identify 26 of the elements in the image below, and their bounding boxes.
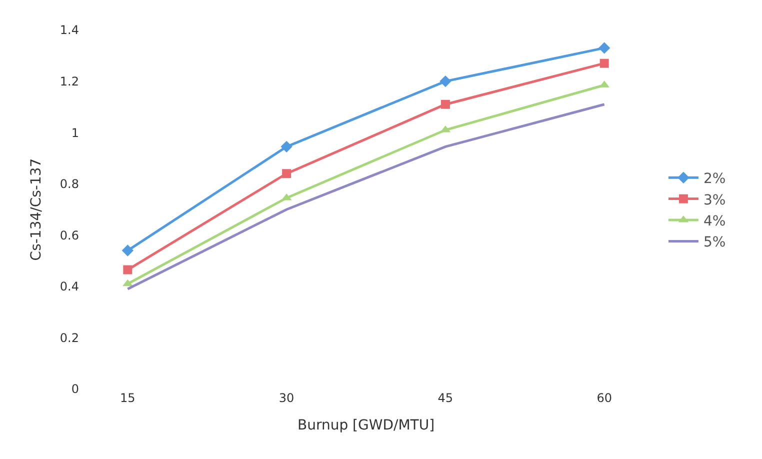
point (122, 244, 134, 256)
x-axis-title: Burnup [GWD/MTU] (297, 417, 435, 434)
legend-label: 2% (703, 171, 726, 188)
y-tick-label: 0.2 (60, 330, 79, 345)
y-tick-label: 0.6 (60, 228, 79, 242)
y-tick-label: 1.2 (60, 74, 79, 88)
point (282, 169, 292, 178)
y-tick-label: 1 (71, 126, 79, 140)
y-tick-label: 0 (71, 382, 79, 396)
x-tick-label: 30 (278, 391, 294, 405)
x-tick-label: 45 (438, 391, 454, 405)
legend-label: 3% (703, 192, 726, 208)
legend-label: 4% (703, 213, 726, 230)
y-axis-title: Cs-134/Cs-137 (28, 158, 45, 261)
point (280, 140, 292, 153)
x-tick-label: 60 (596, 391, 612, 405)
legend-label: 5% (703, 234, 726, 251)
point (440, 100, 450, 109)
x-tick-label: 15 (120, 391, 136, 405)
y-tick-label: 0.8 (60, 177, 79, 192)
point (440, 75, 452, 88)
y-tick-label: 0.4 (60, 280, 79, 294)
y-tick-label: 1.4 (60, 23, 79, 38)
point (600, 58, 609, 68)
point (598, 42, 610, 54)
point (123, 265, 132, 274)
